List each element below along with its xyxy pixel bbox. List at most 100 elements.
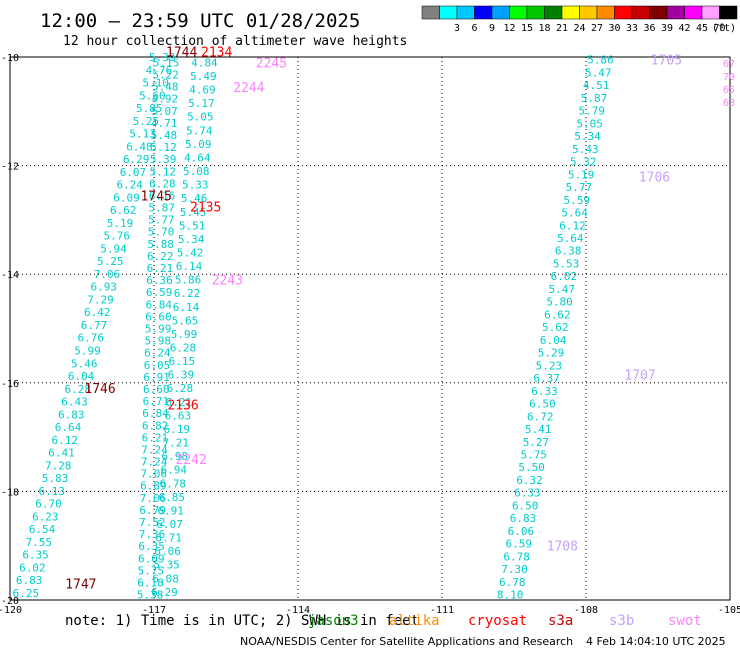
legend-label: 12	[503, 23, 515, 34]
wave-height-value: 6.24	[116, 179, 143, 192]
pass-time-label: 1744	[166, 46, 197, 61]
wave-height-value: 5.42	[177, 246, 204, 259]
wave-height-value: 6.35	[138, 540, 165, 553]
wave-height-value: 6.48	[126, 140, 153, 153]
wave-height-value: 6.21	[166, 396, 193, 409]
wave-height-value: 6.23	[32, 510, 59, 523]
wave-height-value: 5.05	[576, 117, 603, 130]
legend-label: 70	[713, 23, 725, 34]
wave-height-value: 5.41	[525, 423, 552, 436]
wave-height-value: 6.19	[164, 423, 191, 436]
wave-height-value: 5.88	[147, 238, 174, 251]
wave-height-value: 5.25	[133, 115, 160, 128]
wave-height-value: 6.14	[176, 260, 203, 273]
wave-height-value: 6.28	[65, 383, 92, 396]
axis-tick-labels: -120 -117 -114 -111 -108 -105 -10 -12 -14 -16 -18 -…	[0, 53, 740, 616]
legend-label: 42	[678, 23, 690, 34]
wave-height-value: 5.49	[190, 70, 217, 83]
wave-height-value: 5.99	[145, 323, 172, 336]
legend-label: 6	[471, 23, 477, 34]
wave-height-value: 5.34	[574, 130, 601, 143]
wave-height-value: 6.21	[147, 262, 174, 275]
wave-height-value: 5.87	[148, 202, 175, 215]
legend-label: 30	[608, 23, 620, 34]
color-legend: 3 6 9 12 15 18 21 24 27 30 33 36 39 42 45 70(ft)	[421, 5, 738, 34]
wave-height-value: 5.08	[183, 165, 210, 178]
wave-height-value: 5.46	[181, 192, 208, 205]
legend-swatch	[544, 5, 563, 20]
wave-height-value: 6.94	[161, 464, 188, 477]
wave-height-value: 5.75	[521, 448, 548, 461]
wave-height-value: 6.78	[159, 477, 186, 490]
wave-height-value: 6.60	[145, 310, 172, 323]
wave-height-value: 5.62	[542, 321, 569, 334]
wave-height-value: 7.24	[141, 443, 168, 456]
wave-height-value: 6.13	[39, 485, 66, 498]
y-tick-label: -18	[1, 487, 19, 498]
pass-time-label: 1707	[624, 369, 655, 384]
wave-height-value: 6.72	[527, 410, 554, 423]
wave-height-value: 5.86	[587, 54, 614, 67]
wave-height-value: 5.86	[175, 274, 202, 287]
wave-height-value: 6.71	[143, 395, 170, 408]
wave-height-value: 5.29	[538, 347, 565, 360]
wave-height-value: 6.78	[503, 550, 530, 563]
wave-height-value: 5.23	[536, 359, 563, 372]
wave-height-value: 7.28	[45, 459, 72, 472]
wave-height-value: 6.28	[149, 177, 176, 190]
wave-height-value: 5.85	[136, 102, 163, 115]
legend-label: 24	[573, 23, 585, 34]
wave-height-value: 6.59	[506, 538, 533, 551]
legend-label: 18	[538, 23, 550, 34]
wave-height-value: 6.82	[142, 419, 169, 432]
wave-height-value: 6.70	[35, 498, 62, 511]
wave-height-value: 6.28	[167, 382, 194, 395]
wave-height-value: 5.17	[188, 97, 215, 110]
wave-height-value: 5.19	[568, 168, 595, 181]
wave-height-value: 6.12	[52, 434, 79, 447]
legend-label: 39	[661, 23, 673, 34]
wave-height-value: 5.94	[100, 242, 127, 255]
wave-height-value: 6.38	[555, 245, 582, 258]
wave-height-value: 5.05	[187, 111, 214, 124]
satellite-label-swot: swot	[668, 613, 702, 629]
wave-height-value: 6.91	[157, 504, 184, 517]
wave-height-value: 7.36	[139, 528, 166, 541]
wave-height-value: 4.84	[191, 56, 218, 69]
wave-height-value: 4.69	[189, 84, 216, 97]
legend-label: 21	[556, 23, 568, 34]
wave-height-value: 5.64	[557, 232, 584, 245]
legend-label: 45	[696, 23, 708, 34]
wave-height-value: 5.22	[152, 69, 179, 82]
wave-height-value: 6.60	[143, 383, 170, 396]
pass-time-label: 1745	[141, 189, 172, 204]
wave-height-value: 4.71	[151, 117, 178, 130]
legend-swatch	[719, 5, 738, 20]
wave-height-value: 6.83	[58, 408, 85, 421]
pass-time-label: 1705	[651, 54, 682, 69]
wave-height-value: 5.50	[518, 461, 545, 474]
wave-height-value: 6.12	[559, 219, 586, 232]
legend-swatch	[474, 5, 493, 20]
wave-height-value: 7.06	[141, 468, 168, 481]
wave-height-value: 4.51	[583, 79, 610, 92]
wave-height-value: 5.83	[42, 472, 69, 485]
wave-height-value: 5.46	[71, 357, 98, 370]
wave-height-value: 6.85	[158, 491, 185, 504]
legend-swatch	[614, 5, 633, 20]
wave-height-value: 6.83	[16, 574, 43, 587]
pass-time-label: 1746	[84, 382, 115, 397]
legend-swatch	[439, 5, 458, 20]
wave-height-value: 5.80	[546, 296, 573, 309]
wave-height-value: 6.37	[533, 372, 560, 385]
grid-lines	[10, 57, 730, 600]
wave-height-value: 5.47	[548, 283, 575, 296]
wave-height-value: 6.59	[146, 286, 173, 299]
wave-height-value: 6.41	[48, 447, 75, 460]
wave-height-value: 5.60	[139, 89, 166, 102]
wave-height-value: 5.64	[561, 207, 588, 220]
wave-height-value: 6.79	[139, 504, 166, 517]
wave-height-value: 6.09	[113, 191, 140, 204]
wave-height-value: 6.22	[147, 250, 174, 263]
wave-height-value: 7.52	[139, 516, 166, 529]
